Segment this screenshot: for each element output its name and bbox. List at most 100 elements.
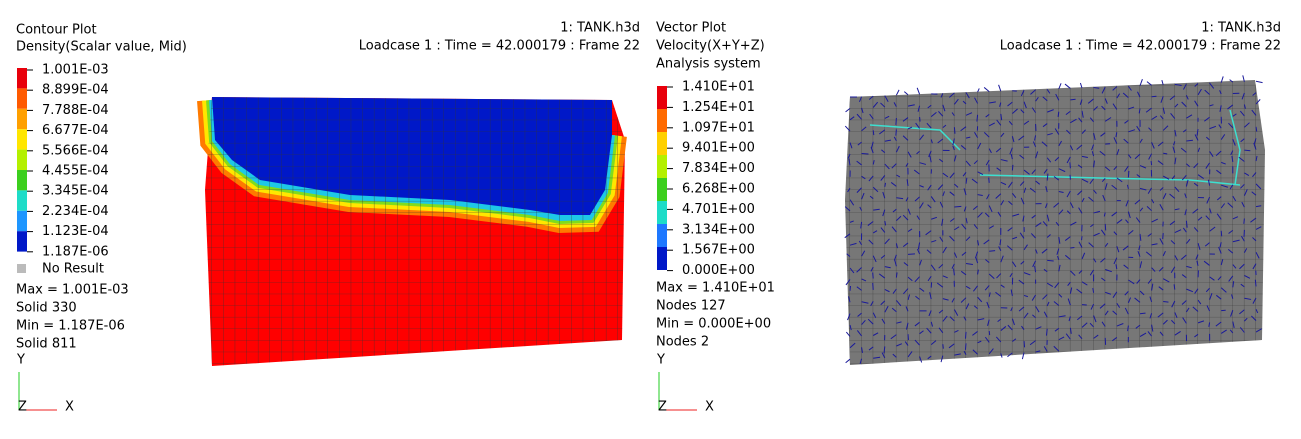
vector-arrow [1000, 181, 1007, 186]
vector-arrow [1193, 227, 1199, 233]
vector-arrow [1065, 333, 1071, 340]
stat: Solid 811 [16, 337, 77, 352]
vector-arrow [1031, 169, 1036, 175]
vector-arrow [1242, 75, 1245, 82]
vector-arrow [1145, 107, 1152, 113]
vector-arrow [965, 92, 970, 99]
file: 1: TANK.h3d [560, 21, 640, 36]
vector-arrow [895, 272, 898, 278]
vector-arrow [1070, 221, 1077, 226]
vector-arrow [1006, 245, 1013, 251]
vector-arrow [986, 193, 990, 200]
vector-arrow [1035, 326, 1042, 330]
vector-arrow [856, 267, 862, 273]
vector-arrow [949, 172, 955, 179]
vector-arrow [1020, 90, 1025, 97]
vector-arrow [1019, 181, 1025, 186]
vector-arrow [891, 226, 897, 233]
vector-arrow [1227, 202, 1234, 208]
vector-arrow [953, 252, 958, 258]
vector-arrow [985, 159, 990, 166]
vector-arrow [1255, 205, 1262, 208]
vector-arrow [1093, 232, 1100, 237]
legend-band [17, 149, 27, 170]
legend-band [17, 231, 27, 252]
legend-band [657, 201, 667, 224]
vector-arrow [1116, 219, 1123, 224]
vector-arrow [1019, 154, 1025, 160]
vector-arrow [1174, 186, 1180, 193]
vector-arrow [953, 268, 955, 276]
axis-label: Y [16, 353, 25, 368]
vector-arrow [1035, 222, 1042, 228]
vector-arrow [893, 136, 897, 142]
vector-arrow [988, 273, 995, 280]
vector-arrow [1116, 148, 1120, 156]
legend-label: 4.701E+00 [682, 202, 755, 217]
vector-arrow [1058, 140, 1063, 147]
vector-arrow [940, 93, 944, 98]
vector-arrow [974, 251, 979, 259]
vector-arrow [1127, 297, 1132, 303]
vector-arrow [903, 91, 909, 96]
vector-arrow [894, 259, 897, 267]
vector-arrow [1186, 288, 1194, 293]
vector-arrow [1012, 108, 1018, 114]
vector-arrow [1185, 95, 1189, 100]
vector-arrow [1240, 138, 1245, 143]
vector-arrow [1104, 310, 1109, 316]
vector-arrow [1197, 147, 1201, 153]
vector-arrow [895, 243, 898, 249]
vector-arrow [1157, 141, 1164, 147]
vector-arrow [1069, 327, 1072, 334]
vector-arrow [884, 163, 890, 170]
vector-arrow [1139, 290, 1145, 296]
vector-arrow [1029, 340, 1036, 346]
vector-arrow [847, 187, 851, 193]
vector-arrow [1069, 145, 1074, 151]
vector-arrow [926, 249, 932, 254]
vector-arrow [1151, 267, 1156, 272]
vector-arrow [1151, 243, 1158, 246]
vector-arrow [939, 158, 944, 163]
legend-label: 1.001E-03 [42, 63, 109, 78]
vector-arrow [1058, 209, 1064, 215]
vector-arrow [1182, 317, 1187, 324]
vector-arrow [848, 296, 851, 303]
vector-arrow [965, 160, 971, 167]
vector-arrow [1034, 135, 1037, 141]
vector-arrow [1162, 175, 1170, 180]
vector-arrow [1101, 277, 1106, 282]
legend-band [657, 155, 667, 178]
vector-arrow [1112, 103, 1118, 110]
vector-arrow [884, 220, 887, 226]
vector-arrow [1012, 338, 1017, 342]
vector-arrow [1021, 325, 1025, 330]
vector-arrow [1047, 259, 1054, 262]
vector-arrow [1151, 218, 1158, 223]
vector-arrow [1123, 138, 1129, 144]
vector-arrow [870, 301, 874, 307]
vector-arrow [1128, 229, 1134, 235]
vector-arrow [1255, 99, 1261, 105]
vector-arrow [872, 186, 879, 193]
vector-arrow [1159, 238, 1164, 245]
vector-arrow [1159, 204, 1164, 211]
vector-arrow [1181, 174, 1187, 181]
vector-arrow [1215, 150, 1222, 156]
vector-arrow [1070, 118, 1077, 124]
vector-arrow [1042, 221, 1048, 227]
vector-arrow [884, 95, 889, 102]
vector-arrow [919, 202, 924, 209]
vector-arrow [1079, 82, 1083, 89]
vector-arrow [1093, 133, 1096, 141]
legend-band [17, 88, 27, 109]
vector-arrow [849, 342, 856, 349]
vector-arrow [1104, 166, 1111, 172]
vector-arrow [902, 214, 909, 221]
vector-arrow [1021, 352, 1025, 360]
vector-arrow [1205, 162, 1211, 169]
vector-arrow [1112, 86, 1118, 91]
vector-arrow [861, 107, 864, 114]
vector-arrow [1136, 279, 1141, 284]
